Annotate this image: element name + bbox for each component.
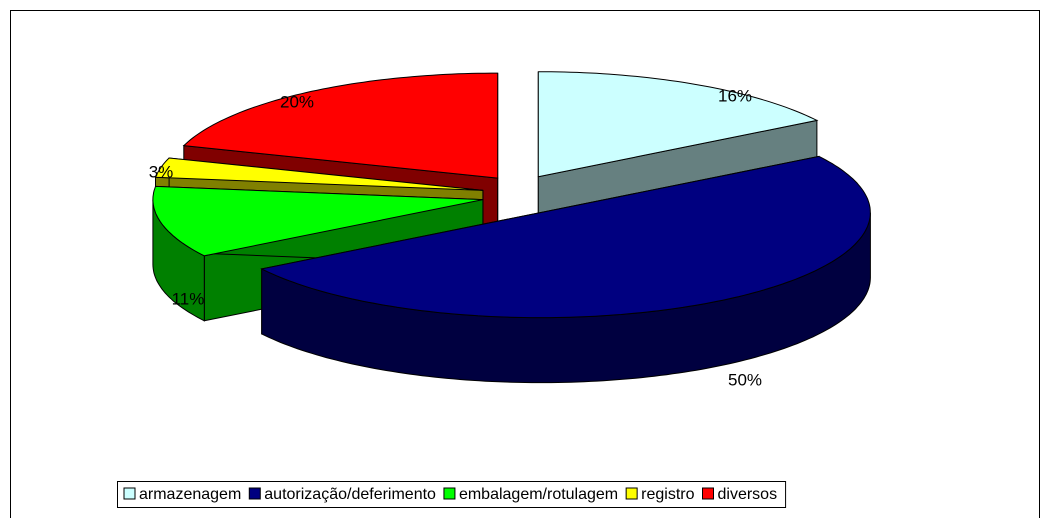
slice — [537, 71, 819, 178]
legend-label: registro — [641, 486, 694, 503]
data-label: 16% — [718, 86, 752, 105]
legend-label: armazenagem — [139, 486, 241, 503]
legend-swatch — [123, 487, 136, 500]
legend-label: embalagem/rotulagem — [459, 486, 618, 503]
data-label: 3% — [149, 162, 174, 181]
data-label: 11% — [172, 289, 205, 308]
slice — [260, 155, 871, 384]
data-label: 20% — [280, 92, 314, 111]
slice — [154, 157, 483, 191]
legend-label: diversos — [718, 486, 778, 503]
data-label: 50% — [728, 370, 762, 389]
slice — [260, 155, 871, 319]
legend-swatch — [443, 487, 456, 500]
legend: armazenagem autorização/deferimento embala… — [117, 481, 787, 508]
legend-swatch — [248, 487, 261, 500]
legend-swatch — [702, 487, 714, 500]
legend-label: autorização/deferimento — [264, 486, 436, 503]
slice — [152, 185, 483, 257]
legend-swatch — [625, 487, 638, 500]
slice — [182, 72, 499, 179]
